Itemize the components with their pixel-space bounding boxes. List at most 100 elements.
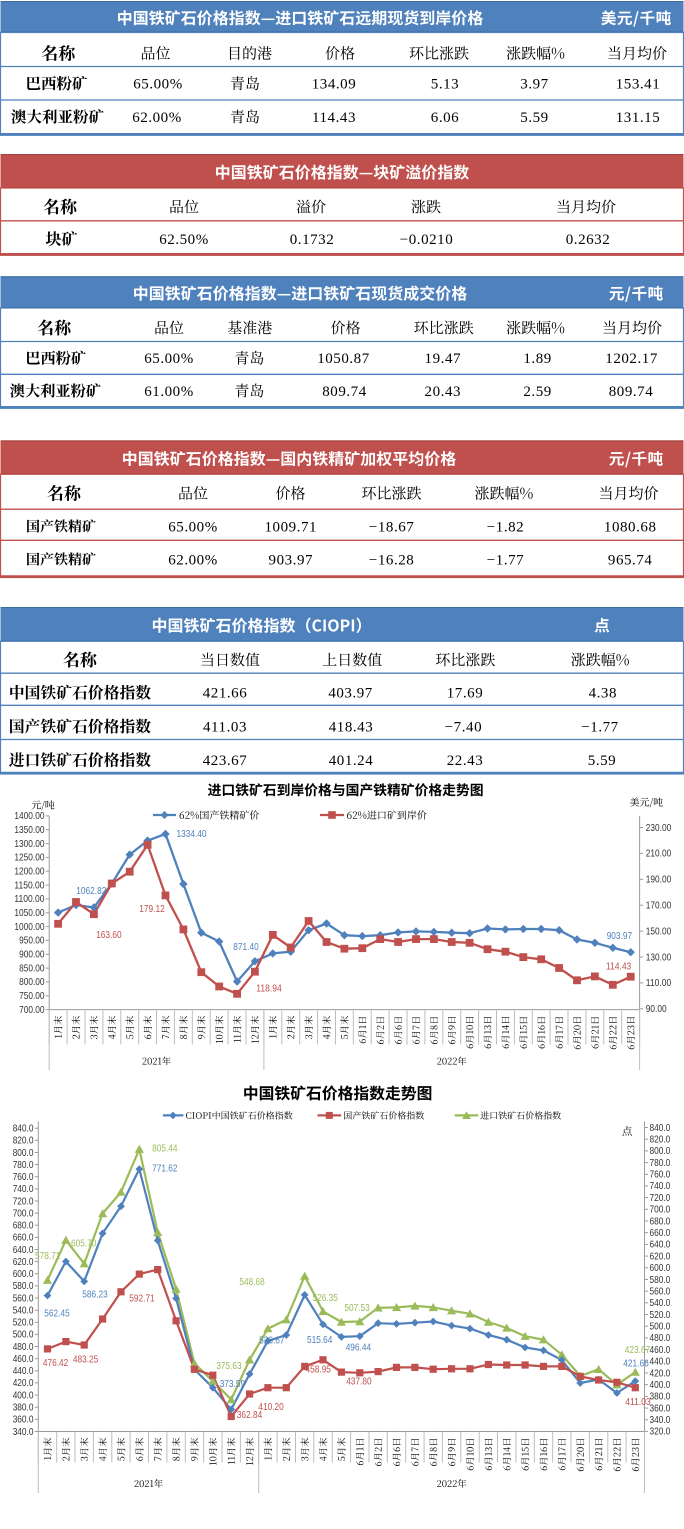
svg-text:760.0: 760.0 — [650, 1170, 671, 1181]
svg-text:500.0: 500.0 — [13, 1330, 34, 1341]
svg-text:820.0: 820.0 — [13, 1136, 34, 1147]
svg-text:1200.00: 1200.00 — [14, 867, 44, 878]
svg-text:440.0: 440.0 — [650, 1357, 671, 1368]
svg-text:210.00: 210.00 — [646, 849, 672, 860]
svg-text:460.0: 460.0 — [650, 1345, 671, 1356]
svg-text:−18.67: −18.67 — [369, 519, 415, 535]
svg-text:1250.00: 1250.00 — [14, 853, 44, 864]
svg-text:578.71: 578.71 — [35, 1251, 61, 1262]
svg-text:1350.00: 1350.00 — [14, 825, 44, 836]
svg-text:640.0: 640.0 — [13, 1245, 34, 1256]
svg-text:620.0: 620.0 — [650, 1251, 671, 1262]
svg-text:170.00: 170.00 — [646, 901, 672, 912]
svg-text:401.24: 401.24 — [329, 753, 374, 769]
svg-text:680.0: 680.0 — [650, 1216, 671, 1227]
svg-text:820.0: 820.0 — [650, 1135, 671, 1146]
svg-text:640.0: 640.0 — [650, 1240, 671, 1251]
svg-text:5.59: 5.59 — [520, 110, 548, 126]
svg-text:965.74: 965.74 — [608, 552, 653, 568]
svg-text:1050.00: 1050.00 — [14, 908, 44, 919]
svg-text:403.97: 403.97 — [328, 686, 373, 702]
svg-text:540.0: 540.0 — [13, 1306, 34, 1317]
svg-text:423.67: 423.67 — [203, 753, 248, 769]
svg-text:3.97: 3.97 — [520, 77, 548, 93]
svg-text:−16.28: −16.28 — [369, 552, 415, 568]
svg-text:163.60: 163.60 — [96, 930, 122, 941]
svg-text:560.0: 560.0 — [13, 1293, 34, 1304]
svg-text:411.03: 411.03 — [625, 1397, 651, 1408]
svg-text:700.0: 700.0 — [650, 1205, 671, 1216]
svg-text:1334.40: 1334.40 — [176, 829, 206, 840]
svg-text:809.74: 809.74 — [322, 384, 367, 400]
svg-text:340.0: 340.0 — [650, 1415, 671, 1426]
svg-text:720.0: 720.0 — [650, 1193, 671, 1204]
svg-text:410.20: 410.20 — [258, 1402, 284, 1413]
svg-text:118.94: 118.94 — [256, 984, 282, 995]
svg-text:−1.82: −1.82 — [487, 519, 524, 535]
svg-text:780.0: 780.0 — [13, 1160, 34, 1171]
svg-text:190.00: 190.00 — [646, 875, 672, 886]
svg-text:423.67: 423.67 — [625, 1345, 651, 1356]
svg-text:62.00%: 62.00% — [132, 110, 182, 126]
svg-text:134.09: 134.09 — [312, 77, 357, 93]
svg-text:1150.00: 1150.00 — [14, 880, 44, 891]
svg-text:600.0: 600.0 — [13, 1269, 34, 1280]
svg-text:1300.00: 1300.00 — [14, 839, 44, 850]
svg-text:340.0: 340.0 — [13, 1427, 34, 1438]
svg-text:507.53: 507.53 — [344, 1303, 370, 1314]
svg-text:1.89: 1.89 — [523, 351, 551, 367]
svg-text:−1.77: −1.77 — [487, 552, 524, 568]
svg-text:411.03: 411.03 — [203, 719, 247, 735]
svg-text:950.00: 950.00 — [19, 936, 45, 947]
svg-text:130.00: 130.00 — [646, 952, 672, 963]
svg-text:526.67: 526.67 — [259, 1335, 285, 1346]
svg-text:440.0: 440.0 — [13, 1366, 34, 1377]
svg-text:420.0: 420.0 — [650, 1368, 671, 1379]
svg-text:580.0: 580.0 — [13, 1281, 34, 1292]
svg-text:871.40: 871.40 — [233, 942, 259, 953]
svg-text:800.0: 800.0 — [13, 1148, 34, 1159]
svg-text:720.0: 720.0 — [13, 1196, 34, 1207]
svg-text:5.13: 5.13 — [431, 77, 459, 93]
svg-text:400.0: 400.0 — [650, 1380, 671, 1391]
svg-text:800.00: 800.00 — [19, 977, 45, 988]
svg-text:483.25: 483.25 — [73, 1355, 99, 1366]
svg-text:903.97: 903.97 — [607, 931, 633, 942]
svg-text:62.00%: 62.00% — [168, 552, 218, 568]
svg-text:560.0: 560.0 — [650, 1287, 671, 1298]
svg-text:420.0: 420.0 — [13, 1378, 34, 1389]
svg-text:6.06: 6.06 — [431, 110, 459, 126]
svg-text:780.0: 780.0 — [650, 1158, 671, 1169]
svg-text:1080.68: 1080.68 — [604, 519, 657, 535]
svg-text:840.0: 840.0 — [13, 1124, 34, 1135]
svg-text:526.35: 526.35 — [313, 1293, 339, 1304]
svg-text:740.0: 740.0 — [13, 1184, 34, 1195]
svg-text:179.12: 179.12 — [139, 904, 165, 915]
svg-text:605.70: 605.70 — [71, 1238, 97, 1249]
svg-text:548.68: 548.68 — [239, 1277, 265, 1288]
svg-text:17.69: 17.69 — [447, 686, 484, 702]
svg-text:110.00: 110.00 — [646, 978, 672, 989]
svg-text:850.00: 850.00 — [19, 963, 45, 974]
svg-text:805.44: 805.44 — [152, 1144, 178, 1155]
svg-text:65.00%: 65.00% — [168, 519, 218, 535]
svg-text:500.0: 500.0 — [650, 1322, 671, 1333]
svg-text:620.0: 620.0 — [13, 1257, 34, 1268]
svg-text:65.00%: 65.00% — [144, 351, 194, 367]
svg-text:660.0: 660.0 — [13, 1233, 34, 1244]
svg-text:740.0: 740.0 — [650, 1181, 671, 1192]
svg-text:131.15: 131.15 — [616, 110, 661, 126]
svg-text:496.44: 496.44 — [346, 1343, 372, 1354]
svg-text:460.0: 460.0 — [13, 1354, 34, 1365]
svg-text:600.0: 600.0 — [650, 1263, 671, 1274]
svg-text:360.0: 360.0 — [13, 1415, 34, 1426]
svg-text:−7.40: −7.40 — [445, 719, 482, 735]
svg-text:380.0: 380.0 — [13, 1403, 34, 1414]
svg-text:2.59: 2.59 — [523, 384, 551, 400]
svg-text:1062.82: 1062.82 — [76, 886, 106, 897]
svg-text:360.0: 360.0 — [650, 1403, 671, 1414]
svg-text:90.00: 90.00 — [646, 1004, 667, 1015]
svg-text:114.43: 114.43 — [606, 962, 632, 973]
svg-text:5.59: 5.59 — [588, 753, 616, 769]
svg-text:65.00%: 65.00% — [133, 77, 183, 93]
